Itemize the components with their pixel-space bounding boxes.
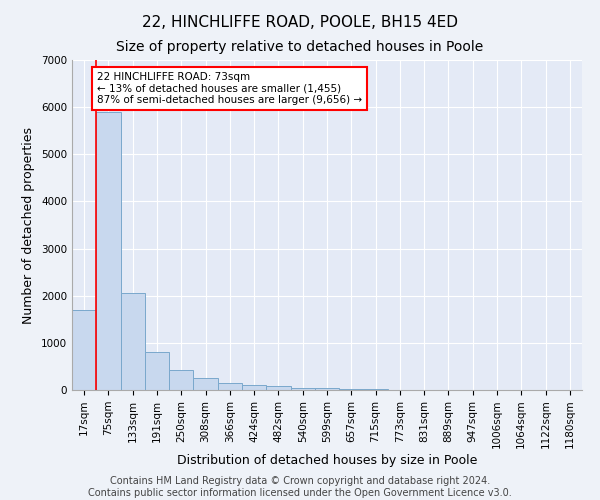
Bar <box>266 386 290 390</box>
Bar <box>315 388 339 390</box>
Bar <box>364 389 388 390</box>
Bar <box>121 294 145 390</box>
Bar <box>193 378 218 390</box>
Text: 22 HINCHLIFFE ROAD: 73sqm
← 13% of detached houses are smaller (1,455)
87% of se: 22 HINCHLIFFE ROAD: 73sqm ← 13% of detac… <box>97 72 362 105</box>
Bar <box>218 383 242 390</box>
Text: Contains HM Land Registry data © Crown copyright and database right 2024.
Contai: Contains HM Land Registry data © Crown c… <box>88 476 512 498</box>
Text: Size of property relative to detached houses in Poole: Size of property relative to detached ho… <box>116 40 484 54</box>
Y-axis label: Number of detached properties: Number of detached properties <box>22 126 35 324</box>
Bar <box>96 112 121 390</box>
Bar <box>242 385 266 390</box>
X-axis label: Distribution of detached houses by size in Poole: Distribution of detached houses by size … <box>177 454 477 467</box>
Bar <box>72 310 96 390</box>
Text: 22, HINCHLIFFE ROAD, POOLE, BH15 4ED: 22, HINCHLIFFE ROAD, POOLE, BH15 4ED <box>142 15 458 30</box>
Bar <box>145 352 169 390</box>
Bar <box>290 388 315 390</box>
Bar <box>169 370 193 390</box>
Bar <box>339 389 364 390</box>
